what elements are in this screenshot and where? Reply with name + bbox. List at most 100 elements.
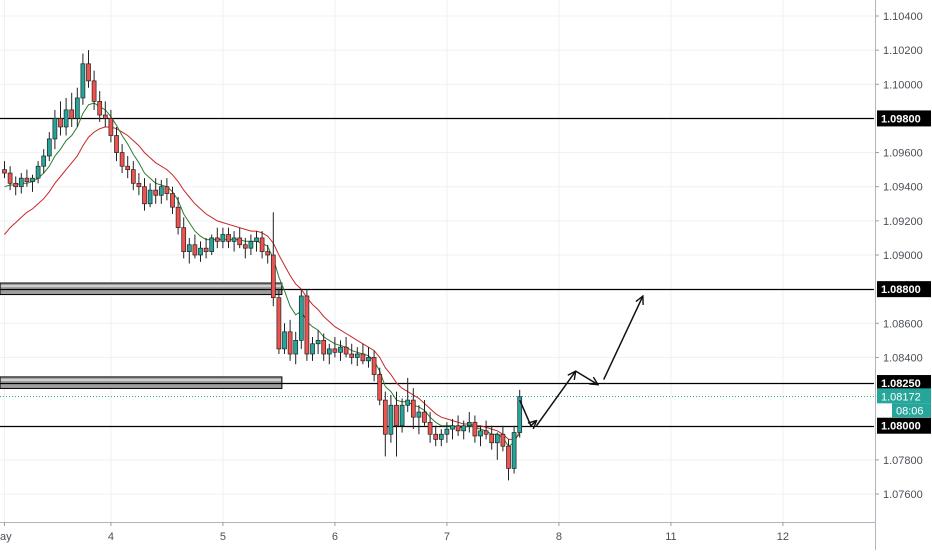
candle-body [427, 421, 433, 435]
price-axis [875, 0, 932, 550]
candle-body [153, 189, 159, 196]
candle-body [349, 353, 355, 358]
candle-body [130, 169, 136, 184]
candle-body [86, 63, 91, 82]
y-tick-label: 1.08400 [883, 352, 923, 364]
level-price-label: 1.08000 [881, 421, 921, 433]
candle-body [265, 251, 271, 256]
candle-body [102, 114, 108, 119]
projection-arrow [519, 399, 537, 426]
candle-body [192, 244, 198, 256]
projection-arrow [575, 370, 598, 385]
current-price-label: 1.08172 [881, 391, 921, 403]
candle-body [119, 152, 125, 167]
candle-body [394, 404, 399, 427]
level-price-tag [877, 375, 931, 392]
candle-body [108, 118, 114, 136]
candle-body [433, 433, 439, 440]
candle-body [444, 428, 450, 435]
x-tick-label: 5 [220, 531, 226, 543]
level-price-label: 1.08800 [881, 284, 921, 296]
countdown-label: 08:06 [896, 405, 924, 417]
projection-arrow [535, 371, 576, 427]
candle-body [2, 169, 7, 174]
candle-body [209, 237, 215, 252]
candle-body [472, 421, 478, 437]
candle-body [142, 186, 147, 205]
level-price-tag [877, 110, 931, 127]
candle-body [259, 237, 265, 252]
x-tick-label: 4 [108, 531, 114, 543]
candle-body [136, 182, 142, 188]
candle-body [321, 340, 327, 355]
candle-body [35, 165, 41, 179]
support-zone-highlight [1, 285, 281, 288]
level-price-tag [877, 417, 931, 434]
candle-body [276, 297, 282, 350]
candle-body [74, 97, 80, 119]
candle-body [41, 155, 47, 167]
candle-body [494, 433, 500, 444]
candle-body [461, 425, 467, 432]
candle-body [13, 182, 19, 188]
y-tick-label: 1.09600 [883, 148, 923, 160]
candle-body [114, 135, 119, 153]
candle-body [46, 138, 52, 157]
candle-body [18, 177, 24, 188]
candle-body [254, 237, 259, 242]
candle-body [405, 399, 411, 406]
y-tick-label: 1.09400 [883, 182, 923, 194]
candle-body [7, 172, 13, 184]
candle-body [366, 357, 371, 362]
candle-body [231, 237, 237, 242]
candle-body [91, 80, 97, 102]
candle-body [382, 399, 388, 435]
candle-body [63, 109, 69, 128]
candle-body [343, 346, 349, 355]
y-tick-label: 1.10400 [883, 11, 923, 23]
ema-fast-line [4, 102, 521, 447]
y-tick-label: 1.09200 [883, 216, 923, 228]
candle-body [214, 237, 220, 242]
candle-body [466, 421, 472, 427]
candle-body [58, 118, 63, 128]
candle-body [237, 237, 243, 246]
candle-body [181, 227, 187, 252]
support-zone [0, 376, 283, 389]
candle-body [52, 118, 58, 140]
candle-body [416, 411, 422, 418]
candle-body [304, 295, 310, 355]
candle-body [315, 340, 321, 345]
support-zone [0, 282, 283, 296]
candle-body [410, 399, 416, 418]
candle-body [511, 432, 517, 469]
candle-body [354, 353, 360, 358]
projection-arrow [603, 296, 643, 380]
candle-body [30, 177, 35, 182]
x-tick-label: 8 [556, 531, 562, 543]
candle-body [293, 340, 299, 355]
y-tick-label: 1.09000 [883, 250, 923, 262]
candle-body [338, 346, 343, 353]
x-tick-label: ay [0, 531, 12, 543]
current-price-tag [877, 388, 931, 404]
candle-body [455, 425, 461, 432]
candle-body [158, 186, 164, 196]
candle-body [326, 348, 332, 355]
candle-body [203, 247, 209, 252]
candle-body [97, 101, 103, 116]
candle-body [80, 63, 86, 99]
y-tick-label: 1.10200 [883, 45, 923, 57]
candle-body [242, 244, 248, 249]
candle-body [147, 189, 153, 205]
candle-body [175, 206, 181, 229]
candle-body [282, 331, 287, 350]
candle-body [220, 234, 226, 242]
candle-body [500, 433, 506, 447]
candle-body [377, 374, 383, 401]
candle-body [310, 343, 315, 355]
candle-body [287, 331, 293, 355]
candle-body [422, 411, 427, 423]
level-price-tag [877, 281, 931, 298]
